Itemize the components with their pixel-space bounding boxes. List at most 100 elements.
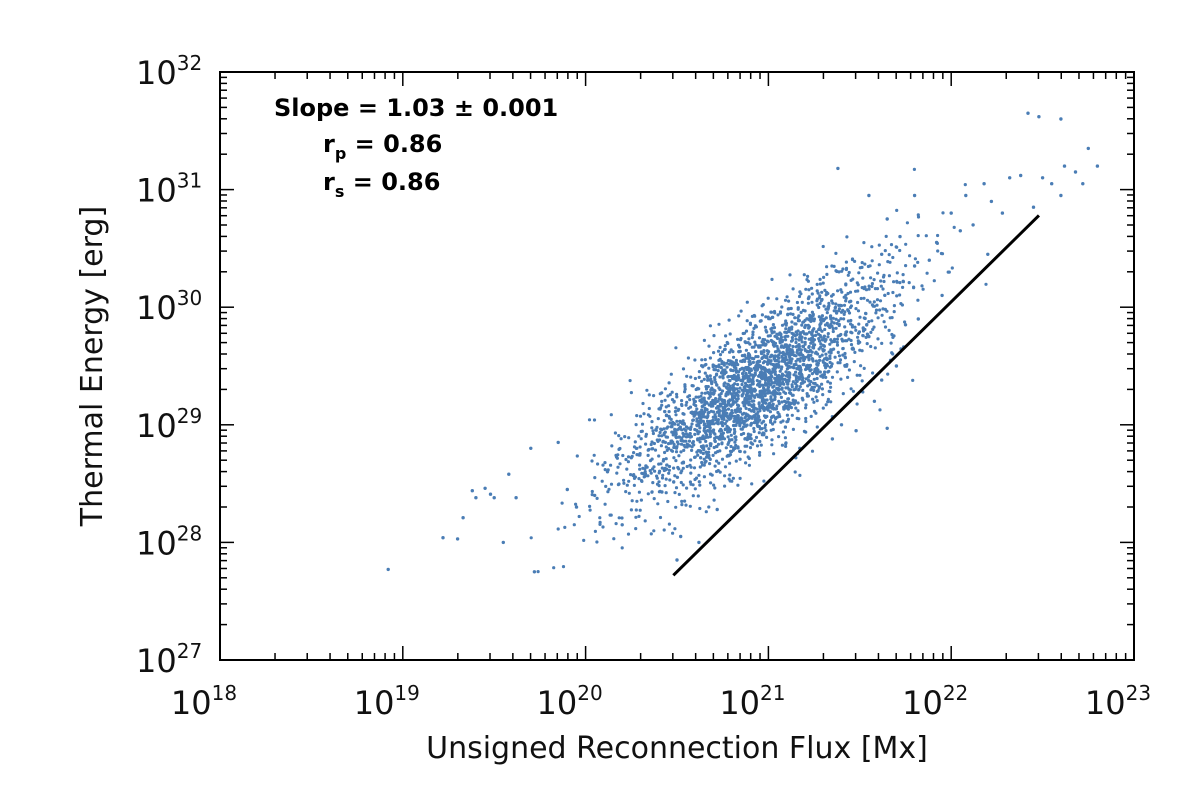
data-point bbox=[784, 391, 788, 395]
data-point bbox=[669, 372, 673, 376]
data-point bbox=[797, 388, 801, 392]
data-point bbox=[692, 466, 697, 470]
data-point bbox=[691, 440, 696, 444]
data-point bbox=[778, 341, 782, 345]
data-point bbox=[638, 508, 642, 512]
data-point bbox=[869, 330, 873, 334]
data-point bbox=[797, 338, 801, 342]
data-point bbox=[872, 300, 876, 304]
data-point bbox=[864, 288, 869, 292]
data-point bbox=[825, 311, 829, 315]
data-point bbox=[634, 515, 638, 519]
data-point bbox=[984, 282, 988, 286]
data-point bbox=[780, 305, 784, 309]
data-point bbox=[887, 328, 891, 332]
x-tick-label: 1018 bbox=[171, 681, 237, 722]
data-point bbox=[736, 413, 740, 418]
data-point bbox=[777, 360, 781, 364]
data-point bbox=[876, 316, 880, 320]
data-point bbox=[794, 363, 798, 367]
data-point bbox=[681, 483, 685, 487]
data-point bbox=[791, 312, 795, 316]
data-point bbox=[810, 449, 815, 453]
fit-line bbox=[672, 214, 1040, 577]
data-point bbox=[890, 351, 894, 355]
data-point bbox=[795, 300, 800, 305]
data-point bbox=[729, 444, 733, 449]
data-point bbox=[860, 261, 864, 265]
data-point bbox=[798, 335, 802, 339]
data-point bbox=[696, 395, 701, 399]
data-point bbox=[839, 288, 843, 292]
data-point bbox=[634, 508, 638, 512]
data-point bbox=[593, 493, 597, 498]
data-point bbox=[718, 470, 722, 474]
data-point bbox=[824, 375, 828, 379]
data-point bbox=[658, 438, 662, 442]
data-point bbox=[712, 498, 716, 502]
data-point bbox=[815, 399, 819, 403]
data-point bbox=[790, 338, 795, 342]
data-point bbox=[786, 397, 790, 401]
data-point bbox=[766, 296, 770, 300]
data-point bbox=[726, 399, 730, 403]
data-point bbox=[723, 474, 727, 478]
data-point bbox=[638, 467, 642, 471]
data-point bbox=[675, 419, 679, 423]
data-point bbox=[657, 407, 661, 411]
data-point bbox=[738, 476, 742, 480]
data-point bbox=[779, 333, 783, 337]
data-point bbox=[577, 514, 581, 519]
data-point bbox=[718, 345, 722, 349]
data-point bbox=[793, 316, 797, 320]
data-point bbox=[667, 404, 671, 408]
data-point bbox=[561, 565, 566, 569]
data-point bbox=[799, 370, 803, 374]
data-point bbox=[744, 329, 749, 333]
data-point bbox=[673, 527, 677, 531]
data-point bbox=[812, 388, 816, 392]
data-point bbox=[754, 435, 759, 439]
data-point bbox=[720, 441, 724, 445]
data-point bbox=[714, 397, 718, 401]
data-point bbox=[744, 373, 748, 377]
data-point bbox=[691, 494, 695, 498]
data-point bbox=[717, 322, 721, 326]
data-point bbox=[865, 323, 869, 327]
data-point bbox=[696, 494, 700, 498]
data-point bbox=[1000, 211, 1005, 215]
data-point bbox=[703, 391, 707, 395]
data-point bbox=[812, 409, 817, 413]
data-point bbox=[881, 287, 885, 291]
data-point bbox=[652, 394, 656, 398]
data-point bbox=[637, 477, 641, 481]
data-point bbox=[810, 372, 815, 376]
data-point bbox=[747, 400, 751, 404]
data-point bbox=[645, 388, 649, 392]
data-point bbox=[723, 347, 727, 352]
data-point bbox=[757, 431, 761, 435]
data-point bbox=[758, 389, 762, 393]
data-point bbox=[829, 322, 833, 326]
data-point bbox=[846, 319, 851, 323]
data-point bbox=[856, 335, 860, 339]
data-point bbox=[731, 387, 736, 391]
data-point bbox=[737, 343, 741, 347]
data-point bbox=[843, 351, 847, 356]
data-point bbox=[652, 497, 656, 501]
data-point bbox=[649, 532, 653, 536]
data-point bbox=[684, 439, 688, 443]
data-point bbox=[572, 523, 576, 527]
data-point bbox=[740, 412, 745, 416]
data-point bbox=[616, 465, 620, 469]
data-point bbox=[784, 406, 788, 410]
data-point bbox=[701, 419, 706, 423]
data-point bbox=[652, 529, 656, 533]
data-point bbox=[912, 264, 917, 268]
data-point bbox=[859, 296, 863, 301]
data-point bbox=[812, 344, 816, 349]
data-point bbox=[743, 353, 747, 357]
data-point bbox=[803, 342, 807, 346]
data-point bbox=[606, 490, 610, 494]
data-point bbox=[745, 397, 750, 401]
